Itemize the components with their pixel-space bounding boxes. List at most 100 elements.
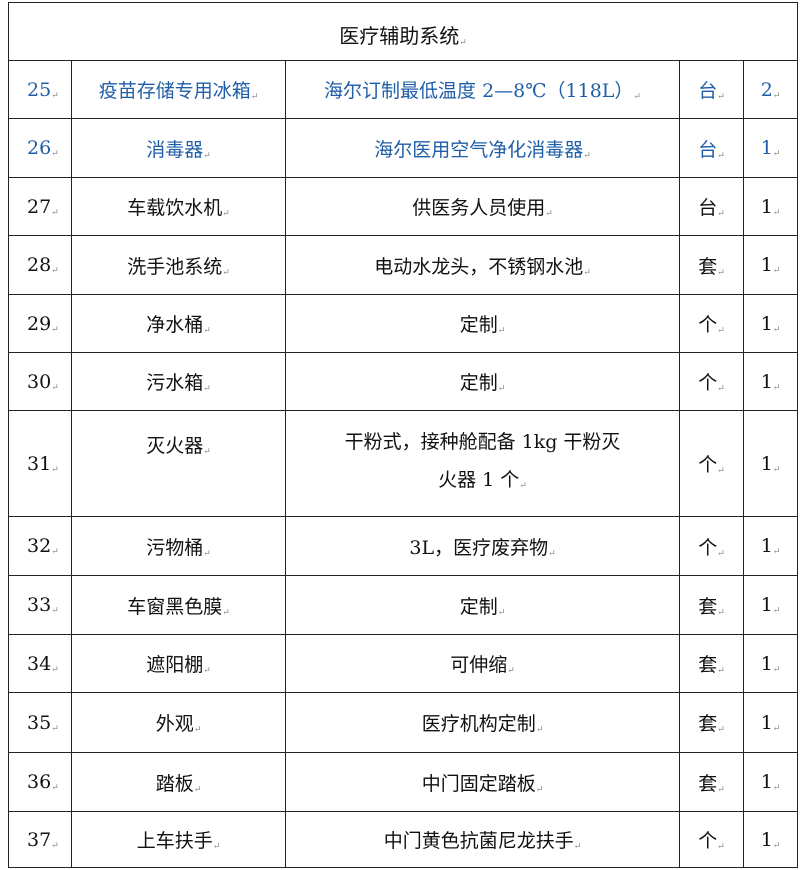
- item-number-cell: 25↵: [8, 60, 72, 119]
- item-unit: 套: [698, 654, 718, 676]
- item-name-cell: 上车扶手↵: [71, 811, 286, 868]
- item-unit-cell: 套↵: [679, 752, 744, 812]
- paragraph-mark-icon: ↵: [459, 38, 467, 48]
- paragraph-mark-icon: ↵: [507, 666, 515, 676]
- paragraph-mark-icon: ↵: [772, 149, 781, 159]
- paragraph-mark-icon: ↵: [51, 90, 59, 101]
- paragraph-mark-icon: ↵: [250, 92, 259, 102]
- paragraph-mark-icon: ↵: [717, 326, 725, 336]
- section-title-cell: 医疗辅助系统↵: [7, 2, 799, 61]
- item-number-cell: 35↵: [8, 692, 72, 753]
- table-row: 35↵ 外观↵ 医疗机构定制↵ 套↵ 1↵: [8, 692, 799, 753]
- item-number: 29: [27, 312, 52, 335]
- paragraph-mark-icon: ↵: [222, 209, 230, 219]
- item-unit-cell: 个↵: [679, 294, 744, 353]
- item-number: 28: [27, 254, 52, 276]
- item-description: 中门黄色抗菌尼龙扶手: [383, 830, 574, 852]
- paragraph-mark-icon: ↵: [212, 842, 221, 852]
- item-unit: 个: [698, 454, 718, 476]
- paragraph-mark-icon: ↵: [717, 466, 725, 476]
- item-unit: 台: [698, 80, 718, 102]
- item-name: 车窗黑色膜: [127, 595, 223, 618]
- paragraph-mark-icon: ↵: [717, 842, 725, 852]
- item-quantity: 1: [760, 195, 773, 218]
- item-quantity-cell: 1↵: [742, 177, 799, 236]
- item-unit-cell: 套↵: [679, 575, 744, 635]
- paragraph-mark-icon: ↵: [51, 664, 59, 675]
- item-name: 灭火器: [146, 435, 204, 457]
- item-unit: 台: [698, 197, 718, 219]
- item-number: 32: [27, 535, 52, 557]
- item-number-cell: 32↵: [8, 516, 72, 576]
- table-row: 32↵ 污物桶↵ 3L，医疗废弃物↵ 个↵ 1↵: [8, 516, 799, 576]
- paragraph-mark-icon: ↵: [51, 207, 59, 218]
- item-number: 36: [27, 771, 52, 793]
- paragraph-mark-icon: ↵: [51, 266, 59, 276]
- item-name-cell: 外观↵: [71, 692, 286, 753]
- paragraph-mark-icon: ↵: [772, 840, 781, 851]
- paragraph-mark-icon: ↵: [772, 90, 781, 101]
- item-quantity: 1: [760, 452, 773, 475]
- paragraph-mark-icon: ↵: [535, 784, 544, 795]
- paragraph-mark-icon: ↵: [772, 266, 781, 276]
- paragraph-mark-icon: ↵: [545, 209, 553, 219]
- paragraph-mark-icon: ↵: [51, 464, 59, 475]
- table-row: 28↵ 洗手池系统↵ 电动水龙头，不锈钢水池↵ 套↵ 1↵: [8, 235, 799, 295]
- item-quantity: 1: [760, 312, 773, 335]
- item-name: 洗手池系统: [127, 255, 223, 278]
- paragraph-mark-icon: ↵: [203, 384, 211, 394]
- item-number: 33: [27, 594, 52, 616]
- table-row: 30↵ 污水箱↵ 定制↵ 个↵ 1↵: [8, 352, 799, 411]
- item-number: 37: [27, 828, 52, 851]
- paragraph-mark-icon: ↵: [717, 666, 725, 676]
- item-description-cell: 3L，医疗废弃物↵: [285, 516, 680, 576]
- paragraph-mark-icon: ↵: [772, 664, 781, 675]
- item-description-cell: 定制↵: [285, 352, 680, 411]
- item-description: 定制: [459, 595, 498, 618]
- item-description-cell: 海尔医用空气净化消毒器↵: [285, 118, 680, 178]
- item-number: 27: [27, 195, 52, 218]
- paragraph-mark-icon: ↵: [717, 267, 725, 278]
- item-number-cell: 30↵: [8, 352, 72, 411]
- item-unit: 台: [698, 138, 718, 161]
- item-unit-cell: 套↵: [679, 235, 744, 295]
- item-number: 26: [27, 137, 52, 159]
- item-unit-cell: 套↵: [679, 634, 744, 693]
- paragraph-mark-icon: ↵: [497, 607, 506, 618]
- item-name-cell: 疫苗存储专用冰箱↵: [71, 60, 286, 119]
- paragraph-mark-icon: ↵: [497, 326, 506, 336]
- table-row: 25↵ 疫苗存储专用冰箱↵ 海尔订制最低温度 2—8℃（118L）↵ 台↵ 2↵: [8, 60, 799, 119]
- paragraph-mark-icon: ↵: [772, 606, 781, 616]
- paragraph-mark-icon: ↵: [51, 547, 59, 557]
- item-description-cell: 定制↵: [285, 575, 680, 635]
- item-unit: 套: [698, 595, 718, 618]
- item-quantity: 1: [760, 535, 773, 557]
- paragraph-mark-icon: ↵: [583, 150, 591, 161]
- paragraph-mark-icon: ↵: [772, 723, 781, 734]
- item-unit-cell: 套↵: [679, 692, 744, 753]
- item-name-cell: 灭火器↵: [71, 410, 286, 517]
- item-quantity-cell: 1↵: [742, 118, 799, 178]
- item-number-cell: 29↵: [8, 294, 72, 353]
- item-description-cell: 电动水龙头，不锈钢水池↵: [285, 235, 680, 295]
- item-unit-cell: 个↵: [679, 516, 744, 576]
- item-description-line2: 火器 1 个: [438, 468, 520, 491]
- paragraph-mark-icon: ↵: [203, 150, 211, 161]
- paragraph-mark-icon: ↵: [717, 384, 725, 394]
- item-quantity: 1: [760, 594, 773, 616]
- item-description-cell: 干粉式，接种舱配备 1kg 干粉灭 火器 1 个↵: [285, 410, 680, 517]
- table-row: 31↵ 灭火器↵ 干粉式，接种舱配备 1kg 干粉灭 火器 1 个↵ 个↵ 1↵: [8, 410, 799, 517]
- paragraph-mark-icon: ↵: [51, 382, 59, 393]
- item-unit-cell: 台↵: [679, 60, 744, 119]
- item-name: 消毒器: [146, 138, 204, 161]
- table-row: 34↵ 遮阳棚↵ 可伸缩↵ 套↵ 1↵: [8, 634, 799, 693]
- item-quantity-cell: 2↵: [742, 60, 799, 119]
- item-name-cell: 踏板↵: [71, 752, 286, 812]
- item-unit-cell: 个↵: [679, 410, 744, 517]
- paragraph-mark-icon: ↵: [51, 840, 59, 851]
- item-name-cell: 净水桶↵: [71, 294, 286, 353]
- item-description-cell: 供医务人员使用↵: [285, 177, 680, 236]
- paragraph-mark-icon: ↵: [222, 267, 230, 278]
- item-quantity: 1: [760, 771, 773, 793]
- paragraph-mark-icon: ↵: [772, 207, 781, 218]
